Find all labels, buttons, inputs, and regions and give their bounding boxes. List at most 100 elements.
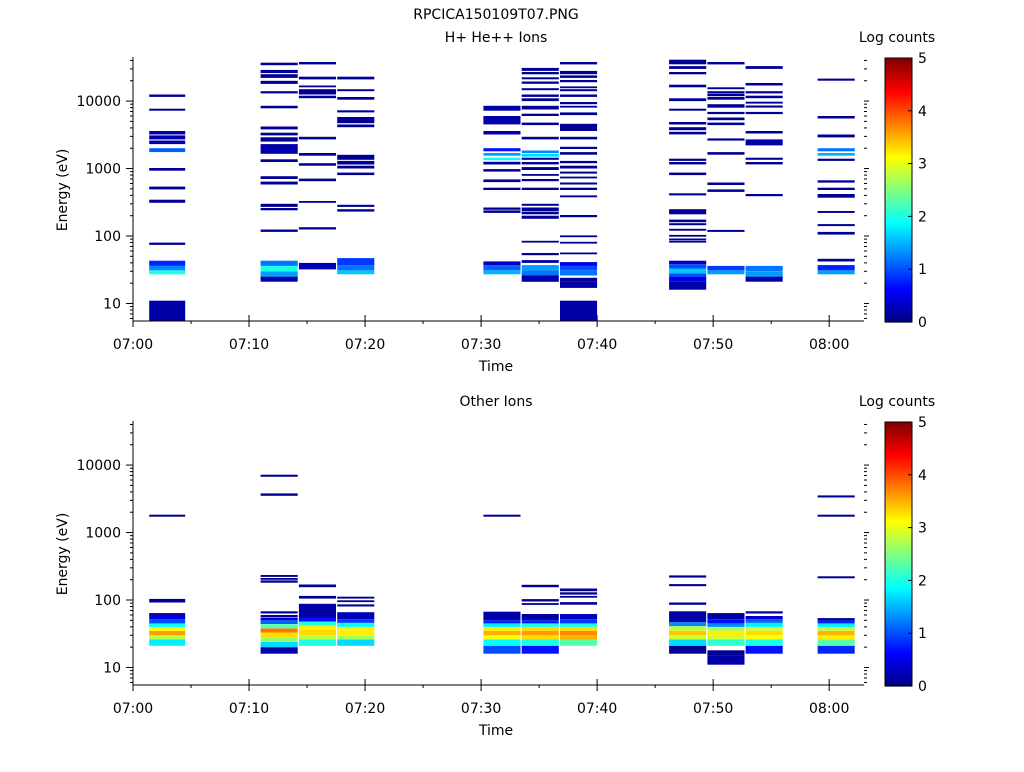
heatmap-cell xyxy=(669,276,707,282)
heatmap-cell xyxy=(560,195,598,198)
heatmap-cell xyxy=(817,231,855,235)
heatmap-cell xyxy=(521,599,559,602)
x-tick-label: 07:30 xyxy=(461,337,501,353)
heatmap-cell xyxy=(560,281,598,288)
colorbar-segment xyxy=(885,617,912,621)
colorbar-segment xyxy=(885,81,912,85)
heatmap-cell xyxy=(817,620,855,624)
colorbar-segment xyxy=(885,503,912,508)
heatmap-cell xyxy=(149,94,186,97)
heatmap-cell xyxy=(560,123,598,131)
colorbar-segment xyxy=(885,635,912,640)
y-tick-label: 10 xyxy=(103,296,121,312)
heatmap-cell xyxy=(298,136,336,140)
heatmap-cell xyxy=(260,144,298,154)
heatmap-cell xyxy=(560,265,598,271)
heatmap-cell xyxy=(149,135,186,140)
x-tick-label: 07:50 xyxy=(693,701,733,717)
colorbar-segment xyxy=(885,667,912,671)
heatmap-cell xyxy=(260,575,298,577)
colorbar-segment xyxy=(885,87,912,91)
colorbar: 0 1 2 3 4 5 xyxy=(884,51,927,331)
colorbar-segment xyxy=(885,662,912,666)
heatmap-cell xyxy=(483,148,521,152)
colorbar-segment xyxy=(885,60,912,64)
heatmap-cell xyxy=(817,645,855,654)
heatmap-cell xyxy=(745,611,783,614)
heatmap-cell xyxy=(707,62,745,65)
colorbar-segment xyxy=(885,448,912,452)
colorbar-tick-label: 3 xyxy=(918,521,927,537)
heatmap-cell xyxy=(521,639,559,646)
heatmap-cell xyxy=(560,176,598,179)
heatmap-cell xyxy=(817,224,855,227)
heatmap-cell xyxy=(521,67,559,71)
heatmap-cell xyxy=(521,88,559,91)
colorbar-segment xyxy=(885,89,912,93)
colorbar-segment xyxy=(885,258,912,262)
heatmap-cell xyxy=(745,265,783,272)
colorbar-segment xyxy=(885,490,912,494)
heatmap-cell xyxy=(560,62,598,65)
heatmap-cell xyxy=(337,635,375,640)
colorbar-segment xyxy=(885,121,912,125)
heatmap-cell xyxy=(521,153,559,157)
heatmap-cell xyxy=(260,615,298,617)
heatmap-cell xyxy=(483,623,521,627)
colorbar-segment xyxy=(885,604,912,608)
heatmap-cell xyxy=(669,238,707,241)
heatmap-cell xyxy=(669,611,707,623)
heatmap-cell xyxy=(337,97,375,100)
y-tick-label: 10000 xyxy=(76,94,121,110)
colorbar-segment xyxy=(885,229,912,233)
colorbar-tick-label: 0 xyxy=(918,315,927,331)
heatmap-cell xyxy=(298,617,336,622)
colorbar-segment xyxy=(885,506,912,510)
heatmap-cell xyxy=(260,159,298,162)
colorbar-segment xyxy=(885,422,912,426)
heatmap-cell xyxy=(560,630,598,636)
heatmap-cell xyxy=(521,207,559,211)
heatmap-cell xyxy=(669,223,707,226)
heatmap-cell xyxy=(521,77,559,80)
colorbar-segment xyxy=(885,211,912,215)
heatmap-cell xyxy=(707,626,745,631)
heatmap-cell xyxy=(669,66,707,69)
colorbar-segment xyxy=(885,638,912,642)
heatmap-cell xyxy=(149,270,186,275)
heatmap-cell xyxy=(521,81,559,84)
heatmap-cell xyxy=(560,187,598,190)
colorbar-segment xyxy=(885,572,912,576)
colorbar-segment xyxy=(885,205,912,210)
heatmap-cell xyxy=(483,630,521,636)
colorbar-segment xyxy=(885,129,912,133)
colorbar-segment xyxy=(885,118,912,122)
heatmap-cell xyxy=(260,641,298,648)
heatmap-cell xyxy=(707,138,745,141)
colorbar-frame xyxy=(884,57,913,323)
heatmap-cell xyxy=(745,66,783,69)
colorbar-segment xyxy=(885,477,912,481)
x-tick-label: 07:20 xyxy=(345,701,385,717)
heatmap-cell xyxy=(817,148,855,152)
colorbar-segment xyxy=(885,614,912,618)
heatmap-cell xyxy=(337,604,375,607)
colorbar-segment xyxy=(885,495,912,500)
heatmap-cell xyxy=(560,160,598,164)
colorbar-segment xyxy=(885,453,912,457)
x-tick-label: 08:00 xyxy=(809,701,849,717)
colorbar-segment xyxy=(885,601,912,605)
x-tick-label: 07:00 xyxy=(113,337,153,353)
heatmap-cell xyxy=(337,270,375,275)
colorbar-segment xyxy=(885,625,912,629)
heatmap-cell xyxy=(483,639,521,646)
heatmap-cell xyxy=(149,131,186,135)
heatmap-cell xyxy=(745,157,783,160)
heatmap-cell xyxy=(260,493,298,496)
heatmap-cell xyxy=(521,136,559,140)
colorbar-segment xyxy=(885,588,912,592)
heatmap-cell xyxy=(560,80,598,83)
heatmap-cell xyxy=(298,635,336,640)
heatmap-cell xyxy=(560,262,598,266)
